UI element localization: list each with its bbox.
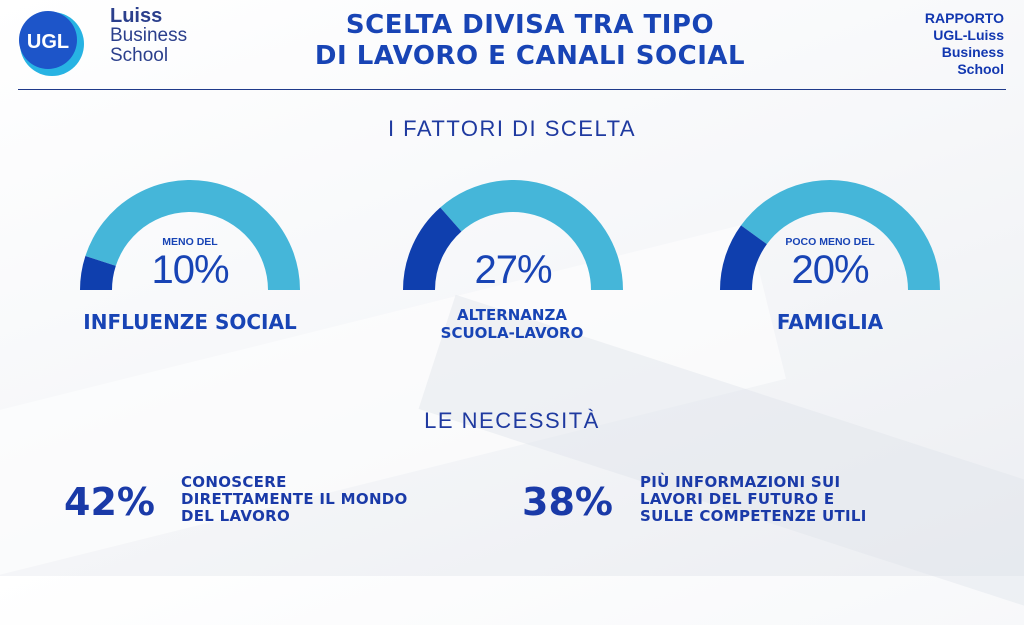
- stat-text: PIÙ INFORMAZIONI SUI LAVORI DEL FUTURO E…: [640, 474, 867, 525]
- gauge-influenze-social: MENO DEL 10%: [80, 180, 300, 300]
- luiss-business-school-logo: Luiss Business School: [110, 6, 187, 66]
- gauge-value: 10%: [151, 248, 229, 292]
- stat-text-line3: DEL LAVORO: [181, 507, 291, 525]
- report-line1: RAPPORTO: [924, 10, 1004, 26]
- gauge-value: 27%: [474, 248, 552, 292]
- gauge-label-line1: FAMIGLIA: [776, 310, 884, 334]
- section-heading-factors: I FATTORI DI SCELTA: [387, 116, 637, 141]
- stat-text-line2: LAVORI DEL FUTURO E: [640, 490, 835, 508]
- gauge-track: [85, 180, 300, 290]
- school-name-line2: Business: [110, 25, 188, 46]
- gauge-label: FAMIGLIA: [680, 310, 980, 334]
- header-divider: [18, 89, 1006, 90]
- gauge-label: INFLUENZE SOCIAL: [40, 310, 340, 334]
- school-name-line1: Luiss: [110, 5, 163, 27]
- gauge-fill: [720, 225, 767, 290]
- gauge-famiglia: POCO MENO DEL 20%: [720, 180, 940, 300]
- gauge-fill: [403, 207, 462, 290]
- stat-value: 42%: [64, 480, 155, 524]
- gauge-label: ALTERNANZA SCUOLA-LAVORO: [362, 306, 662, 342]
- stat-informazioni: 38% PIÙ INFORMAZIONI SUI LAVORI DEL FUTU…: [522, 472, 962, 532]
- gauge-value: 20%: [791, 248, 869, 292]
- gauge-label-line1: ALTERNANZA: [457, 306, 567, 324]
- report-line4: School: [957, 61, 1004, 77]
- logo-badge-text: UGL: [27, 31, 69, 53]
- gauge-arc: [720, 180, 940, 290]
- page-title-line1: SCELTA DIVISA TRA TIPO: [345, 10, 715, 40]
- stat-value: 38%: [522, 480, 613, 524]
- report-line2: UGL-Luiss: [933, 27, 1004, 43]
- gauge-fill: [80, 256, 116, 290]
- gauge-alternanza: 27%: [403, 180, 623, 300]
- ugl-logo: UGL: [19, 11, 84, 76]
- report-line3: Business: [941, 44, 1004, 60]
- gauge-arc: [80, 180, 300, 290]
- school-name-line3: School: [110, 45, 169, 66]
- page-title: SCELTA DIVISA TRA TIPO DI LAVORO E CANAL…: [250, 10, 810, 72]
- stat-text-line3: SULLE COMPETENZE UTILI: [640, 507, 867, 525]
- gauge-label-line2: SCUOLA-LAVORO: [440, 324, 584, 342]
- stat-text-line1: CONOSCERE: [181, 473, 287, 491]
- gauge-track: [741, 180, 940, 290]
- gauge-prefix: MENO DEL: [162, 236, 218, 248]
- gauge-track: [440, 180, 623, 290]
- stat-text: CONOSCERE DIRETTAMENTE IL MONDO DEL LAVO…: [181, 474, 408, 525]
- stat-text-line2: DIRETTAMENTE IL MONDO: [181, 490, 408, 508]
- page-title-line2: DI LAVORO E CANALI SOCIAL: [314, 41, 746, 71]
- gauge-arc: [403, 180, 623, 290]
- stat-conoscere: 42% CONOSCERE DIRETTAMENTE IL MONDO DEL …: [64, 472, 484, 532]
- background-stripe: [418, 294, 1024, 625]
- gauge-label-line1: INFLUENZE SOCIAL: [83, 310, 297, 334]
- report-caption: RAPPORTO UGL-Luiss Business School: [894, 10, 1004, 78]
- section-heading-needs: LE NECESSITÀ: [424, 408, 600, 433]
- gauge-prefix: POCO MENO DEL: [785, 236, 875, 248]
- stat-text-line1: PIÙ INFORMAZIONI SUI: [640, 473, 841, 491]
